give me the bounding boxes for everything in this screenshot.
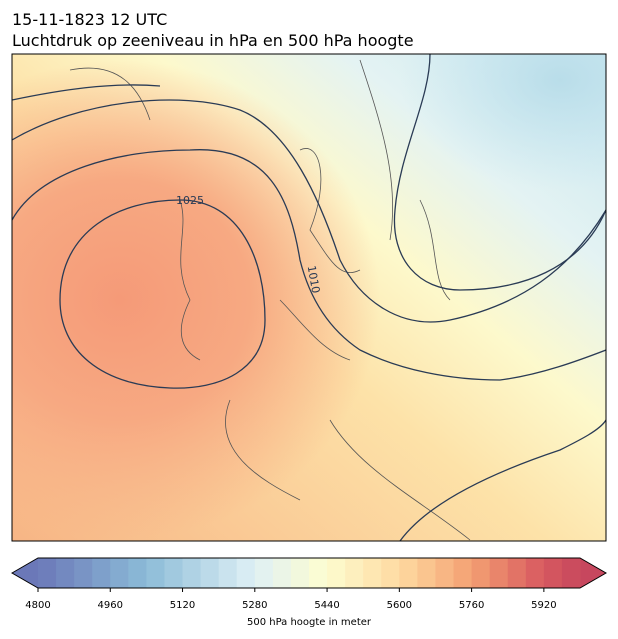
colorbar-band [218,558,238,588]
colorbar-band [56,558,75,588]
colorbar-band [236,558,256,588]
colorbar-band [272,558,292,588]
colorbar-band [507,558,527,588]
colorbar-band [200,558,220,588]
title-date: 15-11-1823 12 UTC [12,10,167,29]
colorbar-band [309,558,328,588]
colorbar-tick-label: 4960 [98,600,123,611]
colorbar-band [146,558,165,588]
colorbar: 4800 4960 5120 5280 5440 5600 5760 5920 [10,557,608,611]
map-frame [11,53,607,542]
map [12,54,606,541]
colorbar-band [128,558,147,588]
colorbar-band [489,558,509,588]
colorbar-band [254,558,274,588]
colorbar-band [453,558,473,588]
colorbar-band [525,558,545,588]
colorbar-band [38,558,57,588]
colorbar-band [381,558,400,588]
colorbar-band [399,558,418,588]
colorbar-band [471,558,491,588]
colorbar-band [363,558,382,588]
colorbar-band [164,558,184,588]
colorbar-band [561,558,581,588]
contour-label: 1025 [176,194,204,207]
colorbar-tick-label: 5760 [459,600,484,611]
colorbar-band [182,558,202,588]
colorbar-tick-label: 5280 [242,600,267,611]
colorbar-tick-label: 5120 [170,600,195,611]
colorbar-band [290,558,310,588]
colorbar-band [110,558,129,588]
colorbar-band [92,558,111,588]
colorbar-tick-label: 5600 [387,600,412,611]
title: Luchtdruk op zeeniveau in hPa en 500 hPa… [12,31,414,50]
colorbar-label: 500 hPa hoogte in meter [247,617,372,628]
colorbar-band [417,558,436,588]
colorbar-band [345,558,364,588]
colorbar-band [543,558,563,588]
contour-label: 1010 [305,264,323,294]
colorbar-band [74,558,93,588]
colorbar-extend-low [12,558,38,588]
colorbar-tick-label: 4800 [25,600,50,611]
colorbar-extend-high [580,558,606,588]
colorbar-band [327,558,346,588]
colorbar-band [435,558,455,588]
colorbar-tick-label: 5920 [531,600,556,611]
colorbar-tick-label: 5440 [314,600,339,611]
